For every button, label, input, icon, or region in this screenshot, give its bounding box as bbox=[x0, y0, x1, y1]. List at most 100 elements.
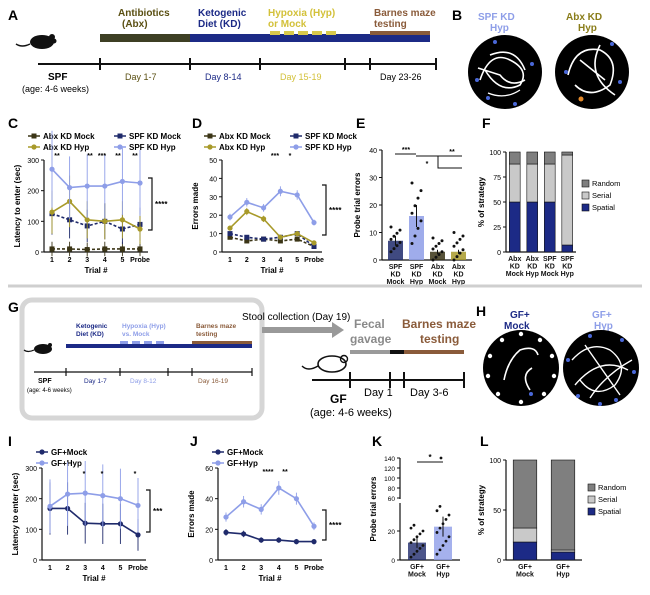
panel-i: I GF+Mock GF+Hyp 0 100 200 300 1 2 3 4 5 Probe Tria… bbox=[8, 433, 163, 583]
x-tick-label: Probe bbox=[128, 565, 148, 572]
data-dot bbox=[412, 523, 416, 527]
x-tick-label: GF+ Mock bbox=[516, 564, 534, 579]
bar-segment-random bbox=[550, 459, 576, 551]
data-dot bbox=[461, 234, 465, 238]
x-tick-label: 5 bbox=[120, 257, 124, 264]
side-significance: **** bbox=[329, 521, 342, 530]
x-tick-label: Abx KD Hyp bbox=[526, 256, 539, 278]
panel-letter-a: A bbox=[8, 7, 18, 23]
series-line-2 bbox=[51, 200, 141, 230]
panel-a: A Antibiotics (Abx) Ketogenic Diet (KD) Hy… bbox=[8, 7, 437, 94]
data-dot bbox=[410, 242, 414, 245]
data-dot bbox=[435, 552, 439, 556]
kd-phase-bar bbox=[190, 34, 430, 42]
x-tick-label: GF+ Hyp bbox=[556, 564, 570, 579]
x-tick-label: 2 bbox=[245, 257, 249, 264]
phase-label-hyp: Hypoxia (Hyp) or Mock bbox=[268, 8, 335, 30]
panel-letter-h: H bbox=[476, 303, 486, 319]
bar-segment-serial bbox=[544, 163, 556, 203]
legend-label: SPF KD Mock bbox=[129, 132, 182, 141]
panel-b: B SPF KD Hyp Abx KD Hyp bbox=[452, 7, 629, 109]
x-tick-label: 3 bbox=[83, 565, 87, 572]
phase-label-abx: Antibiotics (Abx) bbox=[118, 8, 170, 30]
y-tick-label: 20 bbox=[205, 527, 213, 534]
bar-segment-spatial bbox=[561, 244, 573, 253]
y-tick-label: 50 bbox=[209, 158, 217, 165]
legend-marker bbox=[207, 133, 213, 139]
bar-segment-spatial bbox=[512, 541, 538, 561]
data-point bbox=[294, 192, 300, 198]
legend-label: GF+Hyp bbox=[227, 459, 258, 468]
data-point bbox=[277, 238, 283, 244]
bar-segment-serial bbox=[561, 154, 573, 246]
y-tick-label: 100 bbox=[489, 458, 501, 465]
data-point bbox=[244, 234, 250, 240]
data-dot bbox=[389, 225, 393, 229]
data-dot bbox=[435, 509, 439, 513]
significance-mark: ** bbox=[115, 153, 121, 160]
gf-barnes-label: Barnes maze testing bbox=[402, 317, 476, 346]
side-bracket bbox=[322, 184, 327, 236]
data-point bbox=[102, 183, 108, 189]
y-tick-label: 30 bbox=[209, 195, 217, 202]
data-dot bbox=[398, 228, 402, 232]
data-point bbox=[49, 209, 55, 215]
data-dot bbox=[398, 240, 402, 244]
chart-i-latency: 0 100 200 300 1 2 3 4 5 Probe Trial # Latency to en… bbox=[11, 460, 163, 583]
data-point bbox=[137, 180, 143, 186]
maze-label-abx-hyp: Abx KD Hyp bbox=[566, 12, 602, 34]
significance-mark: *** bbox=[271, 153, 279, 160]
legend-i: GF+Mock GF+Hyp bbox=[36, 448, 88, 468]
data-point bbox=[137, 246, 143, 252]
x-axis-label: Trial # bbox=[84, 266, 108, 275]
y-axis-label: % of strategy bbox=[477, 176, 486, 227]
data-dot bbox=[444, 539, 448, 543]
x-tick-label: SPF KD Hyp bbox=[560, 256, 574, 278]
legend-label: Serial bbox=[598, 495, 618, 504]
data-dot bbox=[461, 248, 465, 252]
data-point bbox=[84, 247, 90, 253]
data-dot bbox=[431, 247, 435, 251]
x-tick-label: 4 bbox=[103, 257, 107, 264]
chart-e-probe-errors: 0 10 20 30 40 Probe trial errors SPF KD Mock SPF K… bbox=[353, 147, 472, 286]
x-tick-label: SPF KD Mock bbox=[387, 264, 405, 286]
inset-day-kd: Day 1-7 bbox=[84, 378, 107, 385]
panel-letter-k: K bbox=[372, 433, 382, 449]
data-dot bbox=[416, 196, 420, 200]
data-point bbox=[82, 490, 88, 496]
data-dot bbox=[419, 189, 423, 193]
data-dot bbox=[421, 544, 425, 547]
data-dot bbox=[431, 258, 435, 262]
inset-day-barnes: Day 16-19 bbox=[198, 378, 228, 385]
data-point bbox=[117, 496, 123, 502]
y-tick-label: 100 bbox=[25, 527, 37, 534]
data-dot bbox=[444, 518, 448, 521]
data-dot bbox=[409, 555, 413, 559]
y-axis-label: Latency to enter (sec) bbox=[13, 164, 22, 247]
significance-mark: ** bbox=[132, 153, 138, 160]
data-point bbox=[261, 236, 267, 242]
maze-label-gf-mock: GF+ Mock bbox=[504, 310, 530, 332]
data-point bbox=[241, 499, 247, 505]
significance-mark: * bbox=[289, 153, 292, 160]
data-point bbox=[102, 246, 108, 252]
data-point bbox=[49, 166, 55, 172]
inset-kd-bar bbox=[66, 344, 252, 348]
legend-label: SPF KD Hyp bbox=[305, 143, 352, 152]
y-tick-label: 0 bbox=[33, 558, 37, 565]
bar-segment-spatial bbox=[544, 201, 556, 253]
y-tick-label: 200 bbox=[25, 497, 37, 504]
transfer-arrowhead bbox=[332, 322, 344, 338]
x-tick-label: 4 bbox=[277, 565, 281, 572]
y-tick-label: 120 bbox=[384, 466, 395, 473]
y-tick-label: 0 bbox=[213, 250, 217, 257]
panel-g: G Ketogenic Diet (KD) Hypoxia (Hyp) vs. Mo… bbox=[8, 297, 476, 421]
data-dot bbox=[447, 513, 451, 517]
series-line-0 bbox=[50, 507, 139, 536]
gf-ticks bbox=[349, 372, 465, 388]
data-point bbox=[294, 231, 300, 237]
side-significance: **** bbox=[329, 206, 342, 215]
data-dot bbox=[452, 231, 456, 234]
y-tick-label: 300 bbox=[25, 466, 37, 473]
